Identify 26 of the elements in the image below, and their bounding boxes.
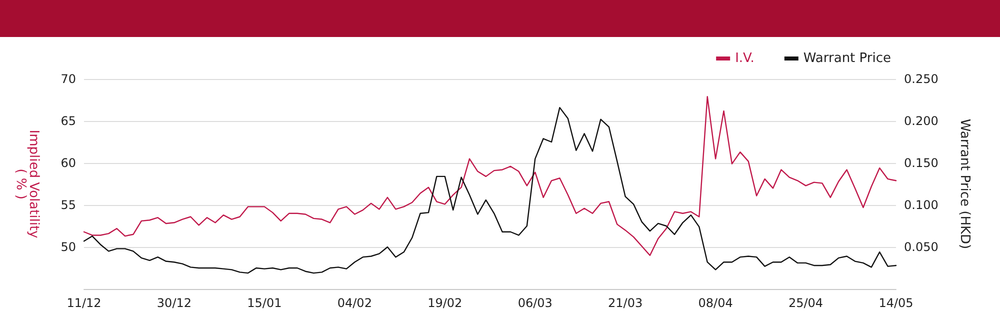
y2-tick-label: 0.100 <box>904 198 938 212</box>
x-tick-label: 11/12 <box>66 296 102 310</box>
y2-tick-label: 0.150 <box>904 156 938 170</box>
x-tick-label: 19/02 <box>428 296 462 310</box>
y-tick-label: 65 <box>60 114 76 128</box>
legend-label: I.V. <box>735 51 754 66</box>
x-tick-label: 06/03 <box>518 296 552 310</box>
x-tick-label: 15/01 <box>247 296 282 310</box>
x-tick-label: 08/04 <box>698 296 733 310</box>
x-tick-label: 25/04 <box>788 296 824 310</box>
x-tick-label: 21/03 <box>608 296 643 310</box>
y2-tick-label: 0.200 <box>904 114 938 128</box>
line-series <box>83 106 897 274</box>
y2-tick-label: 0.050 <box>904 240 938 254</box>
y-axis-title: Implied Volatility ( % ) <box>13 130 41 239</box>
y-tick-label: 60 <box>60 156 76 170</box>
y-tick-label: 55 <box>60 198 76 212</box>
y2-axis-title: Warrant Price (HKD) <box>957 118 972 250</box>
x-tick-label: 30/12 <box>156 296 192 310</box>
x-tick-label: 14/05 <box>878 296 914 310</box>
y2-tick-label: 0.250 <box>904 72 938 86</box>
y-tick-label: 70 <box>60 72 76 86</box>
x-tick-label: 04/02 <box>337 296 372 310</box>
legend-label: Warrant Price <box>803 51 892 66</box>
line-series <box>83 96 897 256</box>
y-tick-label: 50 <box>60 240 76 254</box>
